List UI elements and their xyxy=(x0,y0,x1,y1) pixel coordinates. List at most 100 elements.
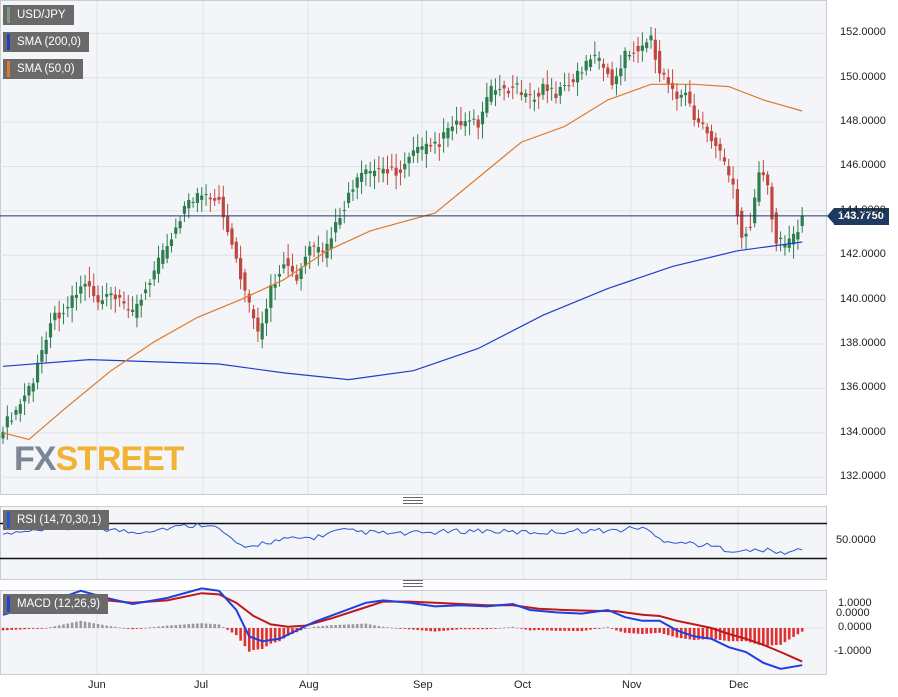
macd-histogram-bar xyxy=(649,628,653,634)
candle-up xyxy=(485,97,489,113)
candle-down xyxy=(87,281,91,287)
macd-histogram-bar xyxy=(571,628,575,631)
macd-histogram-bar xyxy=(675,628,679,638)
macd-histogram-bar xyxy=(692,628,696,640)
macd-histogram-bar xyxy=(368,624,372,628)
candle-down xyxy=(709,130,714,142)
macd-histogram-bar xyxy=(347,624,350,628)
macd-histogram-bar xyxy=(269,628,273,644)
macd-histogram-bar xyxy=(209,623,212,628)
macd-histogram-bar xyxy=(278,628,281,642)
candle-up xyxy=(277,273,282,277)
candle-down xyxy=(774,212,778,244)
macd-histogram-bar xyxy=(787,628,791,640)
macd-histogram-bar xyxy=(44,628,48,629)
macd-histogram-bar xyxy=(92,623,96,628)
candle-up xyxy=(783,244,787,248)
macd-histogram-bar xyxy=(18,628,22,630)
candle-up xyxy=(308,246,312,256)
macd-histogram-bar xyxy=(360,623,363,628)
candle-up xyxy=(100,300,104,305)
candle-up xyxy=(446,127,450,139)
macd-histogram-bar xyxy=(247,628,251,652)
macd-histogram-bar xyxy=(623,628,627,633)
rsi-line xyxy=(2,522,803,555)
legend-pair[interactable]: USD/JPY xyxy=(3,5,74,25)
macd-histogram-bar xyxy=(636,628,640,634)
legend-sma200[interactable]: SMA (200,0) xyxy=(3,32,89,52)
candle-down xyxy=(610,69,614,86)
candle-down xyxy=(312,245,316,247)
macd-histogram-bar xyxy=(122,628,126,629)
macd-histogram-bar xyxy=(645,628,648,634)
pane-resize-handle[interactable] xyxy=(403,580,423,587)
macd-histogram-bar xyxy=(433,628,437,632)
candle-up xyxy=(70,295,74,308)
macd-histogram-bar xyxy=(658,628,661,633)
price-pane[interactable] xyxy=(0,0,827,495)
candle-down xyxy=(217,196,221,200)
macd-histogram-bar xyxy=(170,625,173,628)
macd-histogram-bar xyxy=(511,626,515,628)
candle-up xyxy=(455,120,459,125)
macd-histogram-bar xyxy=(342,624,346,628)
macd-histogram-bar xyxy=(520,628,523,629)
month-tick-label: Nov xyxy=(622,679,642,691)
macd-histogram-bar xyxy=(265,628,268,647)
candle-down xyxy=(113,294,117,300)
macd-histogram-bar xyxy=(364,623,368,628)
macd-histogram-bar xyxy=(14,628,18,630)
candle-up xyxy=(329,238,333,249)
macd-tick-label: 1.0000 xyxy=(838,597,872,609)
macd-histogram-bar xyxy=(62,624,65,628)
macd-histogram-bar xyxy=(749,628,752,643)
macd-histogram-bar xyxy=(394,628,398,629)
sma200-line xyxy=(2,241,803,381)
candle-down xyxy=(476,119,480,128)
candle-down xyxy=(511,86,515,88)
legend-rsi[interactable]: RSI (14,70,30,1) xyxy=(3,510,110,530)
macd-histogram-bar xyxy=(429,628,432,632)
candle-up xyxy=(303,256,307,266)
rsi-pane[interactable] xyxy=(0,506,827,580)
candle-up xyxy=(334,222,338,233)
macd-histogram-bar xyxy=(654,628,657,634)
pane-resize-handle[interactable] xyxy=(403,497,423,504)
macd-histogram-bar xyxy=(204,623,208,628)
macd-histogram-bar xyxy=(403,628,407,629)
macd-histogram-bar xyxy=(537,628,540,630)
macd-histogram-bar xyxy=(187,624,191,628)
candle-up xyxy=(800,215,804,227)
macd-histogram-bar xyxy=(476,628,480,630)
candle-up xyxy=(264,308,269,324)
candle-down xyxy=(126,309,130,311)
candle-up xyxy=(403,163,407,170)
legend-macd[interactable]: MACD (12,26,9) xyxy=(3,594,109,614)
macd-histogram-bar xyxy=(373,625,376,628)
macd-histogram-bar xyxy=(308,627,312,629)
macd-histogram-bar xyxy=(70,622,74,628)
macd-histogram-bar xyxy=(79,620,83,628)
candle-up xyxy=(424,143,428,155)
candle-up xyxy=(23,395,27,402)
candle-up xyxy=(541,84,545,95)
macd-histogram-bar xyxy=(481,628,484,630)
fxstreet-logo: FXSTREET xyxy=(14,440,185,478)
candle-up xyxy=(450,126,454,132)
macd-histogram-bar xyxy=(580,628,584,632)
legend-sma50[interactable]: SMA (50,0) xyxy=(3,59,83,79)
macd-histogram-bar xyxy=(744,628,748,642)
macd-histogram-bar xyxy=(31,628,35,629)
macd-histogram-bar xyxy=(459,628,463,630)
candle-up xyxy=(550,87,554,89)
candle-up xyxy=(407,156,411,164)
candle-up xyxy=(683,92,688,96)
macd-histogram-bar xyxy=(770,628,774,646)
candle-down xyxy=(722,157,727,162)
candle-up xyxy=(161,250,165,264)
candle-up xyxy=(31,383,35,392)
candle-down xyxy=(234,241,238,259)
sma50-line xyxy=(2,83,803,441)
candle-up xyxy=(1,431,5,439)
candle-up xyxy=(182,205,187,214)
